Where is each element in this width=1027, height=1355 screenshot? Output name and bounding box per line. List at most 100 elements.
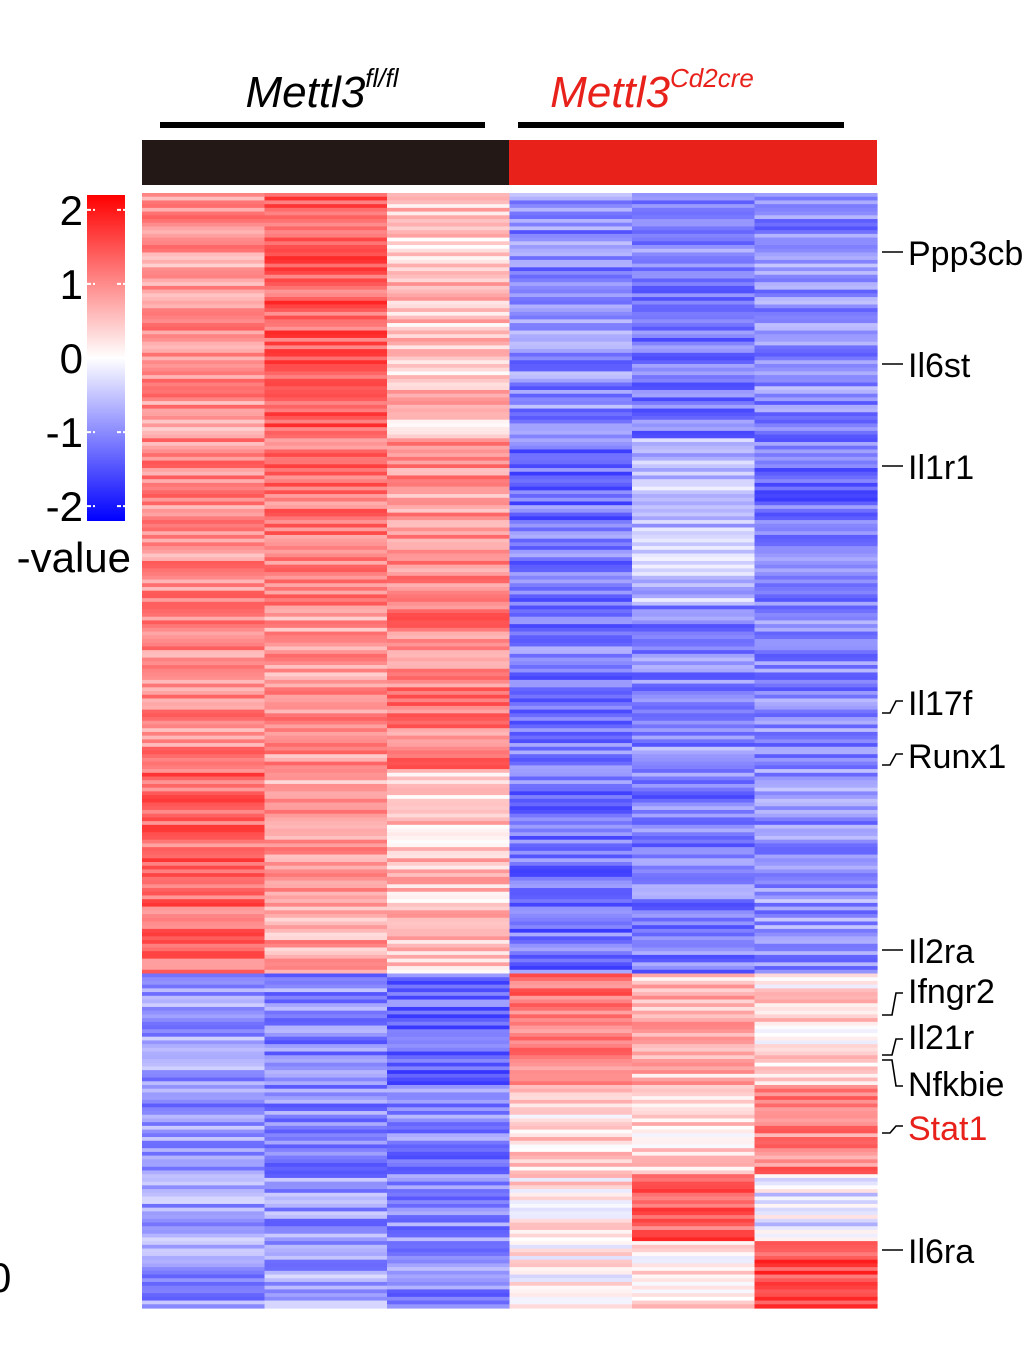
heatmap-cell	[387, 319, 511, 324]
heatmap-cell	[142, 207, 266, 213]
heatmap-cell	[264, 531, 388, 536]
heatmap-cell	[387, 843, 511, 848]
heatmap-cell	[142, 564, 266, 569]
heatmap-cell	[754, 349, 878, 354]
heatmap-cell	[632, 966, 756, 971]
heatmap-cell	[264, 813, 388, 818]
heatmap-cell	[264, 475, 388, 480]
heatmap-cell	[142, 1051, 266, 1056]
heatmap-cell	[387, 936, 511, 941]
heatmap-cell	[509, 505, 633, 510]
heatmap-cell	[509, 1163, 633, 1168]
heatmap-cell	[509, 624, 633, 629]
heatmap-cell	[142, 274, 266, 280]
heatmap-cell	[509, 1211, 633, 1216]
heatmap-cell	[754, 412, 878, 417]
heatmap-cell	[754, 1070, 878, 1075]
heatmap-cell	[632, 679, 756, 685]
heatmap-cell	[632, 639, 756, 644]
heatmap-cell	[632, 378, 756, 384]
heatmap-cell	[632, 564, 756, 569]
heatmap-cell	[142, 1181, 266, 1186]
heatmap-cell	[264, 1189, 388, 1194]
heatmap-cell	[754, 676, 878, 681]
heatmap-cell	[387, 490, 511, 495]
heatmap-cell	[264, 360, 388, 365]
heatmap-cell	[264, 783, 388, 789]
heatmap-cell	[754, 717, 878, 722]
heatmap-cell	[387, 538, 511, 543]
heatmap-cell	[632, 895, 756, 900]
heatmap-cell	[632, 865, 756, 871]
heatmap-cell	[632, 1036, 756, 1041]
heatmap-cell	[754, 1200, 878, 1205]
heatmap-cell	[509, 1174, 633, 1179]
heatmap-cell	[264, 761, 388, 766]
heatmap-cell	[387, 616, 511, 622]
heatmap-cell	[754, 193, 878, 198]
heatmap-cell	[754, 215, 878, 220]
heatmap-cell	[632, 475, 756, 480]
heatmap-cell	[632, 419, 756, 425]
heatmap-cell	[632, 1185, 756, 1190]
heatmap-cell	[264, 486, 388, 491]
heatmap-cell	[142, 293, 266, 298]
heatmap-cell	[509, 497, 633, 503]
heatmap-cell	[509, 1032, 633, 1038]
heatmap-cell	[264, 534, 388, 540]
heatmap-cell	[754, 795, 878, 800]
heatmap-cell	[264, 1032, 388, 1038]
heatmap-cell	[142, 672, 266, 677]
heatmap-cell	[754, 847, 878, 852]
heatmap-cell	[387, 1096, 511, 1101]
heatmap-cell	[632, 397, 756, 402]
heatmap-cell	[632, 891, 756, 897]
heatmap-cell	[264, 992, 388, 997]
heatmap-cell	[142, 847, 266, 852]
heatmap-cell	[142, 412, 266, 417]
heatmap-cell	[142, 1248, 266, 1253]
heatmap-cell	[387, 977, 511, 982]
heatmap-cell	[754, 508, 878, 514]
heatmap-cell	[142, 386, 266, 391]
heatmap-cell	[264, 717, 388, 722]
heatmap-cell	[387, 285, 511, 291]
heatmap-cell	[264, 1029, 388, 1034]
colorbar-tick-label: -2	[46, 483, 83, 530]
heatmap-cell	[142, 427, 266, 432]
heatmap-cell	[142, 739, 266, 744]
heatmap-cell	[632, 512, 756, 517]
heatmap-cell	[387, 1021, 511, 1027]
heatmap-cell	[142, 590, 266, 595]
heatmap-cell	[509, 1248, 633, 1253]
heatmap-cell	[632, 308, 756, 313]
heatmap-cell	[142, 1085, 266, 1090]
heatmap-cell	[632, 672, 756, 677]
heatmap-cell	[387, 289, 511, 294]
heatmap-cell	[142, 404, 266, 410]
heatmap-cell	[142, 724, 266, 729]
heatmap-cell	[387, 386, 511, 391]
heatmap-cell	[632, 717, 756, 722]
heatmap-cell	[387, 598, 511, 603]
heatmap-cell	[509, 352, 633, 358]
heatmap-cell	[264, 739, 388, 744]
heatmap-cell	[632, 568, 756, 573]
heatmap-cell	[387, 1010, 511, 1015]
heatmap-cell	[387, 653, 511, 659]
heatmap-cell	[264, 245, 388, 250]
heatmap-cell	[754, 1088, 878, 1094]
heatmap-cell	[387, 282, 511, 287]
heatmap-cell	[142, 977, 266, 982]
heatmap-cell	[754, 237, 878, 242]
heatmap-cell	[632, 1267, 756, 1272]
heatmap-cell	[754, 1203, 878, 1209]
heatmap-cell	[632, 430, 756, 436]
heatmap-cell	[142, 906, 266, 911]
heatmap-cell	[754, 1304, 878, 1309]
heatmap-cell	[387, 988, 511, 993]
heatmap-cell	[632, 1226, 756, 1231]
heatmap-cell	[142, 482, 266, 488]
heatmap-cell	[264, 311, 388, 317]
gene-connector	[882, 1059, 903, 1087]
